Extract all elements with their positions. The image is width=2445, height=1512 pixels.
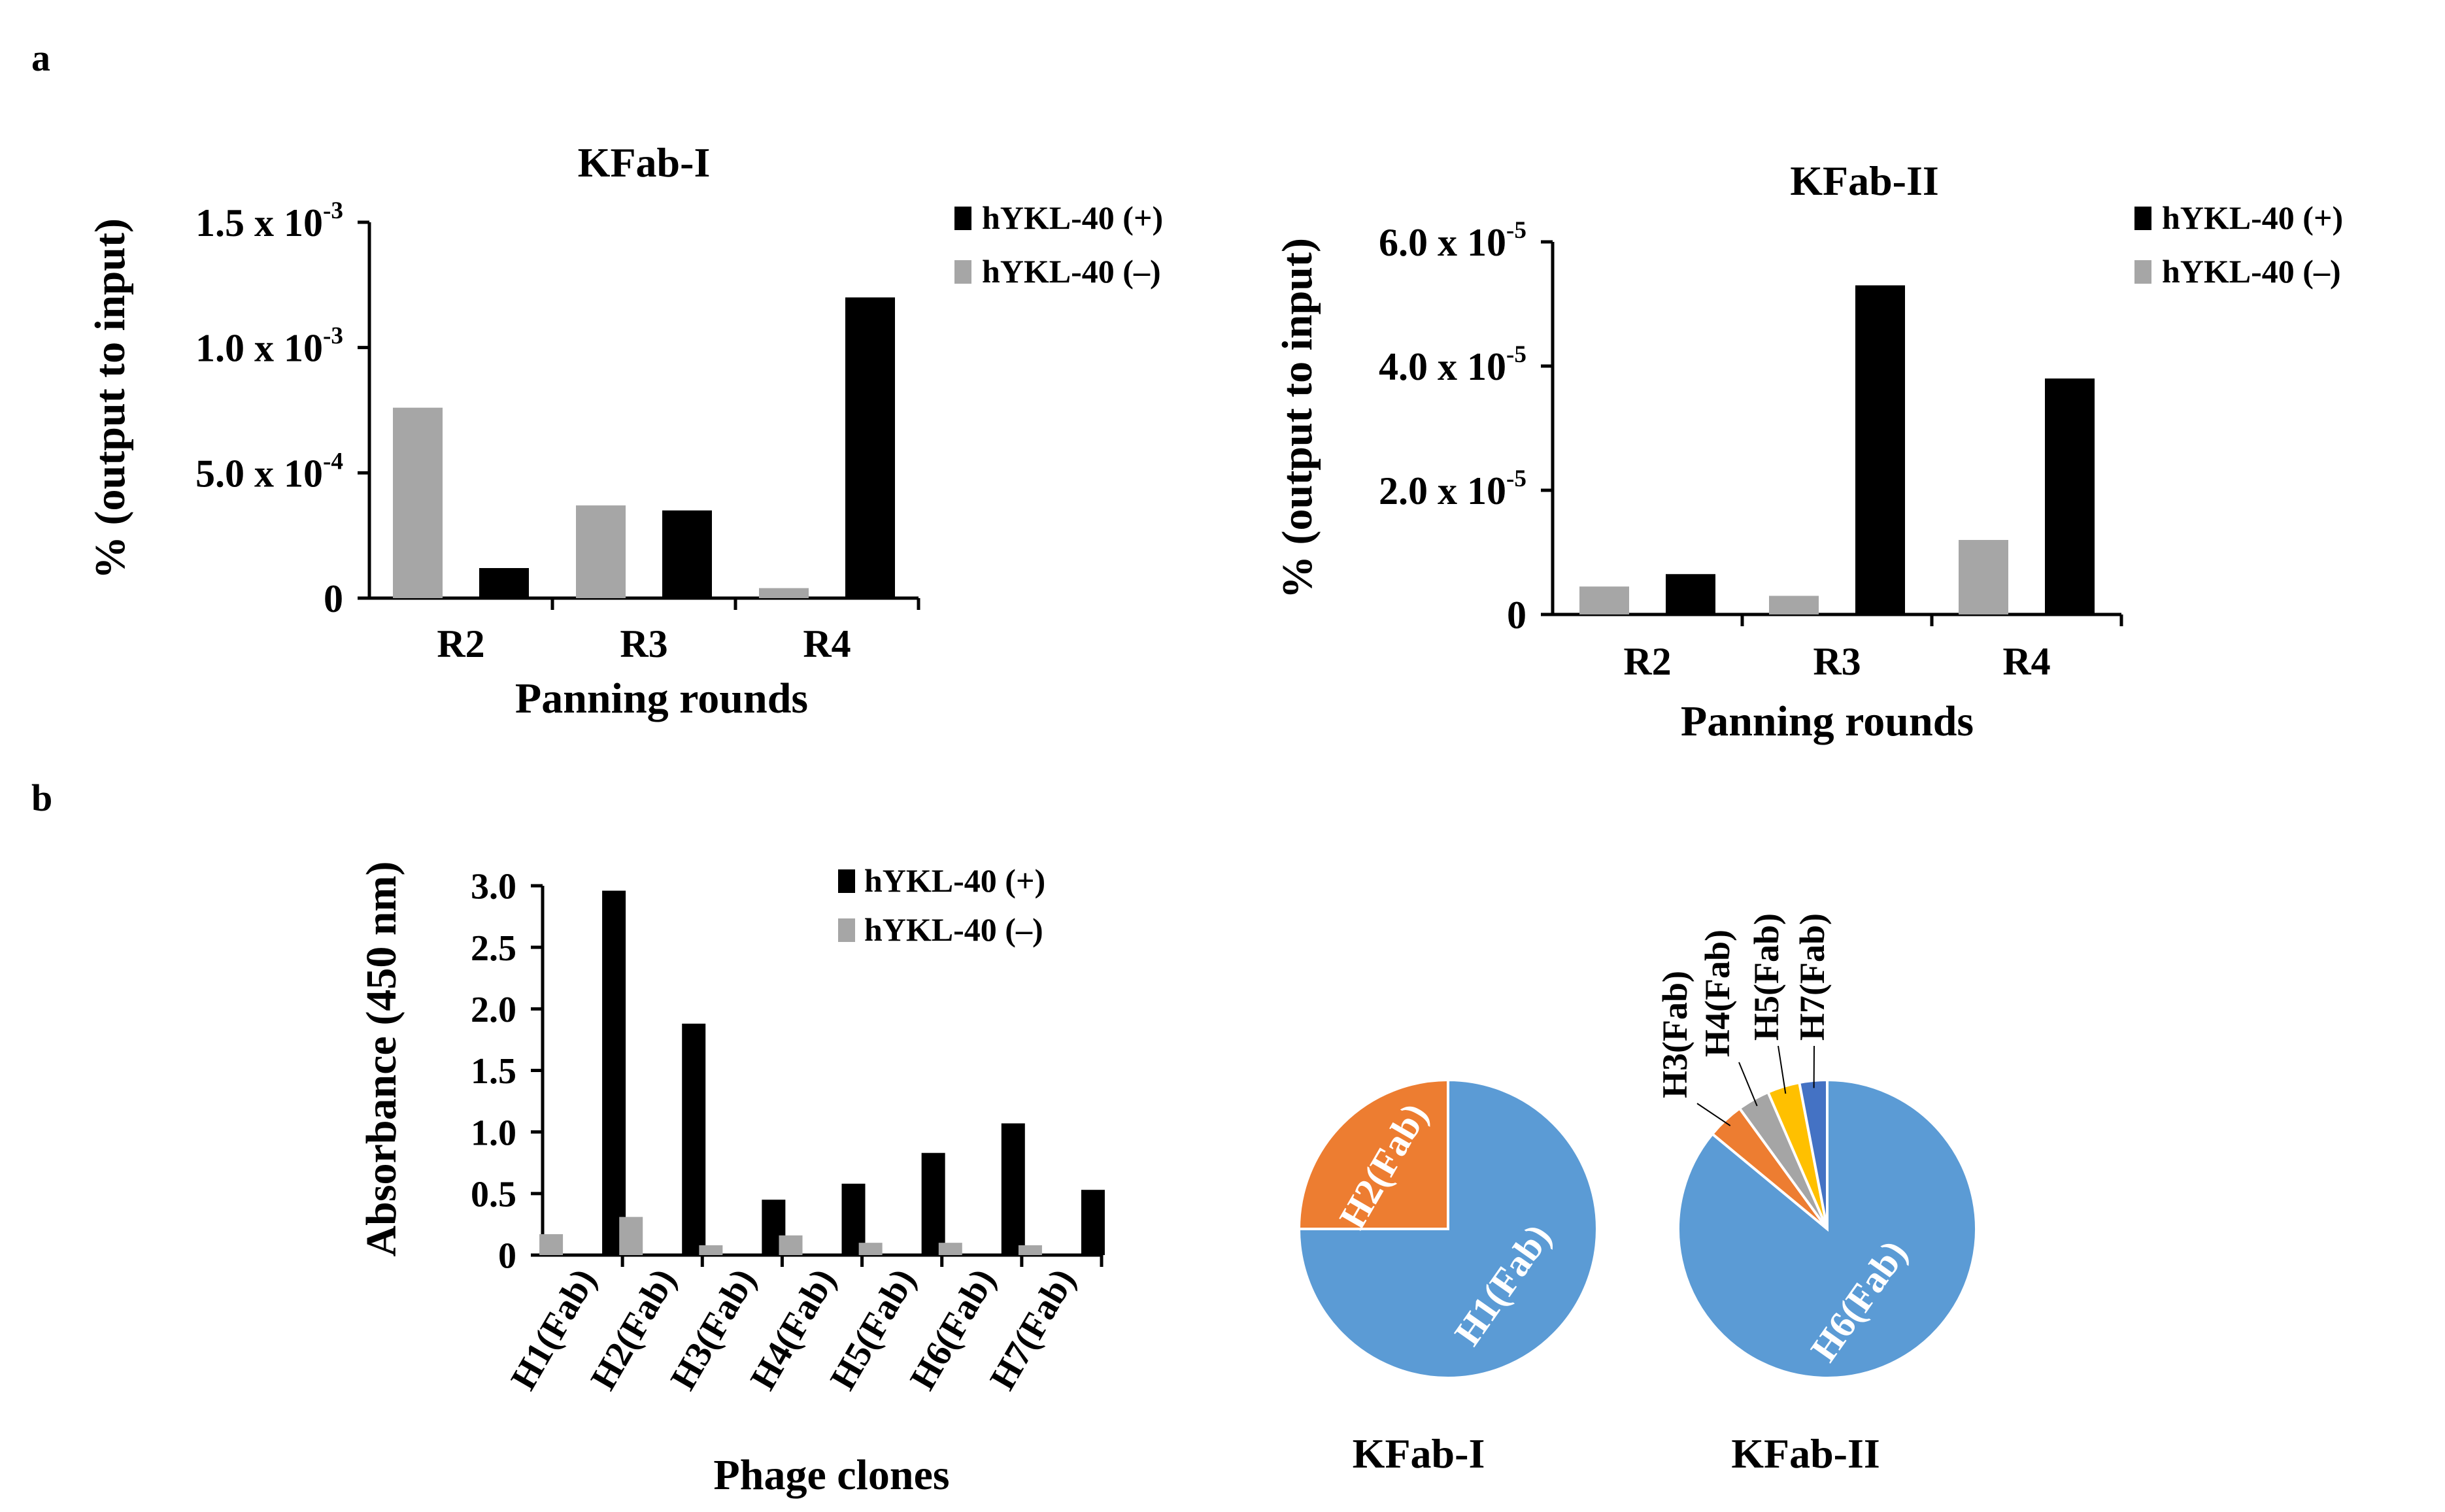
bar (1579, 586, 1629, 614)
pie-leader-line (1696, 1103, 1731, 1126)
legend-swatch-pos (954, 207, 971, 230)
pie-slice-label: H5(Fab) (1747, 913, 1786, 1041)
bar (2045, 378, 2095, 614)
x-axis-label: Panning rounds (515, 675, 808, 722)
bar (845, 297, 895, 598)
x-tick-label: R2 (1623, 640, 1671, 683)
x-axis-label: Phage clones (713, 1451, 949, 1499)
chart-title: KFab-II (1790, 158, 1939, 204)
legend: hYKL-40 (+) hYKL-40 (–) (954, 199, 1163, 290)
pie-slice-label: H4(Fab) (1698, 930, 1737, 1057)
legend-label-pos: hYKL-40 (+) (982, 199, 1163, 236)
pie-slice (1297, 1078, 1449, 1230)
y-tick-label: 6.0 x 10-5 (1379, 217, 1526, 264)
plot-area: 0 2.0 x 10-5 4.0 x 10-5 6.0 x 10-5 R2 R3 R4 (1379, 217, 2123, 683)
bar (1018, 1245, 1042, 1255)
y-tick-label: 3.0 (471, 867, 516, 907)
y-axis-label: Absorbance (450 nm) (358, 862, 405, 1257)
legend-label-neg: hYKL-40 (–) (982, 253, 1161, 290)
chart-kfab1: KFab-I % (output to input) Panning round… (86, 139, 1163, 722)
bar (682, 1023, 706, 1255)
bar (1081, 1190, 1105, 1255)
pie-title: KFab-II (1731, 1430, 1880, 1477)
y-tick-label: 0 (1507, 594, 1526, 637)
y-tick-label: 5.0 x 10-4 (195, 448, 343, 495)
y-axis-label: % (output to input) (86, 218, 134, 579)
pie-slice-label: H7(Fab) (1793, 913, 1832, 1041)
pie-slice-label: H3(Fab) (1655, 971, 1695, 1098)
chart-pie-kfab1: H1(Fab)H2(Fab) KFab-I (1297, 1078, 1598, 1477)
y-tick-label: 2.5 (471, 928, 516, 969)
bar (479, 568, 529, 598)
y-tick-label: 0.5 (471, 1174, 516, 1215)
bar (662, 510, 712, 598)
legend-swatch-pos (838, 869, 855, 893)
legend-label-pos: hYKL-40 (+) (864, 862, 1045, 899)
y-tick-label: 2.0 (471, 990, 516, 1030)
y-tick-label: 1.0 x 10-3 (195, 323, 343, 370)
bar (393, 407, 443, 598)
legend-label-neg: hYKL-40 (–) (864, 911, 1043, 948)
chart-absorbance: Absorbance (450 nm) Phage clones hYKL-40… (358, 862, 1105, 1499)
legend-swatch-neg (2134, 260, 2151, 284)
pie: H1(Fab)H2(Fab) (1297, 1078, 1598, 1379)
chart-pie-kfab2: H6(Fab)H3(Fab) H4(Fab) H5(Fab) H7(Fab) KFab… (1655, 913, 1978, 1477)
y-tick-label: 1.5 (471, 1051, 516, 1092)
pie: H6(Fab)H3(Fab) H4(Fab) H5(Fab) H7(Fab) (1655, 913, 1978, 1379)
x-tick-label: R2 (437, 622, 484, 665)
x-axis-label: Panning rounds (1681, 697, 1974, 745)
panel-label-a: a (31, 37, 50, 79)
legend-label-pos: hYKL-40 (+) (2162, 199, 2343, 236)
bar (1001, 1123, 1025, 1255)
pie-title: KFab-I (1353, 1430, 1485, 1477)
legend-label-neg: hYKL-40 (–) (2162, 253, 2341, 290)
x-tick-label: R3 (1813, 640, 1861, 683)
pie-slice (1297, 1078, 1598, 1379)
bar (602, 890, 626, 1255)
legend-swatch-neg (838, 918, 855, 942)
bar (576, 505, 626, 598)
chart-kfab2: KFab-II % (output to input) Panning roun… (1273, 158, 2343, 745)
bar (858, 1243, 883, 1255)
chart-title: KFab-I (578, 139, 711, 186)
pie-slice (1797, 1078, 1829, 1230)
bar (699, 1245, 723, 1255)
y-tick-label: 0 (498, 1236, 516, 1277)
x-tick-label: R3 (620, 622, 667, 665)
bar (938, 1243, 962, 1255)
y-tick-label: 4.0 x 10-5 (1379, 341, 1526, 388)
y-tick-label: 1.5 x 10-3 (195, 197, 343, 244)
bar (1959, 540, 2008, 614)
y-axis-label: % (output to input) (1273, 238, 1321, 599)
bar (1769, 596, 1819, 614)
bar (619, 1217, 643, 1255)
legend: hYKL-40 (+) hYKL-40 (–) (838, 862, 1045, 948)
pie-leader-line (1738, 1062, 1758, 1107)
bar (921, 1152, 945, 1255)
legend-swatch-neg (954, 260, 971, 284)
pie-leader-line (1778, 1045, 1787, 1094)
bar (539, 1234, 564, 1255)
x-tick-label: R4 (2002, 640, 2050, 683)
plot-area: 0 5.0 x 10-4 1.0 x 10-3 1.5 x 10-3 R2 R3 R4 (195, 197, 920, 665)
y-tick-label: 1.0 (471, 1113, 516, 1153)
bar (1855, 285, 1905, 614)
bar (1666, 574, 1715, 614)
panel-label-b: b (31, 777, 52, 819)
legend: hYKL-40 (+) hYKL-40 (–) (2134, 199, 2343, 290)
legend-swatch-pos (2134, 207, 2151, 230)
y-tick-label: 2.0 x 10-5 (1379, 465, 1526, 512)
x-tick-label: R4 (803, 622, 851, 665)
bar (779, 1235, 803, 1255)
y-tick-label: 0 (324, 577, 343, 620)
bar (759, 588, 809, 598)
